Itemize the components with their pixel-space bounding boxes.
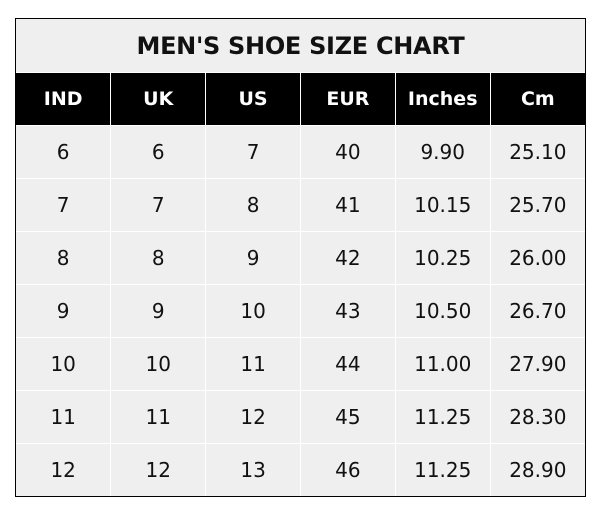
- cell-inches: 11.25: [394, 390, 491, 444]
- table-row: 10 10 11 44 11.00 27.90: [16, 337, 585, 391]
- column-header-uk: UK: [110, 73, 206, 126]
- table-row: 11 11 12 45 11.25 28.30: [16, 390, 585, 444]
- cell-us: 13: [205, 443, 301, 496]
- cell-uk: 8: [110, 231, 206, 285]
- table-row: 6 6 7 40 9.90 25.10: [16, 125, 585, 179]
- header-row: IND UK US EUR Inches Cm: [16, 73, 585, 126]
- cell-us: 8: [205, 178, 301, 232]
- table-row: 7 7 8 41 10.15 25.70: [16, 178, 585, 232]
- cell-eur: 42: [299, 231, 396, 285]
- cell-eur: 44: [299, 337, 396, 391]
- cell-inches: 11.25: [394, 443, 491, 496]
- cell-uk: 10: [110, 337, 206, 391]
- cell-us: 10: [205, 284, 301, 338]
- cell-ind: 10: [16, 337, 111, 391]
- column-header-cm: Cm: [489, 73, 585, 126]
- cell-cm: 26.70: [489, 284, 585, 338]
- table-row: 12 12 13 46 11.25 28.90: [16, 443, 585, 496]
- cell-us: 11: [205, 337, 301, 391]
- chart-title: MEN'S SHOE SIZE CHART: [16, 19, 585, 73]
- cell-eur: 41: [299, 178, 396, 232]
- cell-ind: 8: [16, 231, 111, 285]
- cell-uk: 12: [110, 443, 206, 496]
- cell-cm: 28.90: [489, 443, 585, 496]
- column-header-eur: EUR: [299, 73, 396, 126]
- column-header-us: US: [205, 73, 301, 126]
- size-table: IND UK US EUR Inches Cm 6 6 7 40 9.90 25.10 7 7 8 41 10…: [16, 73, 585, 496]
- table-row: 8 8 9 42 10.25 26.00: [16, 231, 585, 285]
- cell-ind: 6: [16, 125, 111, 179]
- cell-us: 12: [205, 390, 301, 444]
- cell-uk: 11: [110, 390, 206, 444]
- cell-ind: 9: [16, 284, 111, 338]
- cell-ind: 7: [16, 178, 111, 232]
- column-header-ind: IND: [16, 73, 111, 126]
- cell-inches: 10.50: [394, 284, 491, 338]
- cell-cm: 25.70: [489, 178, 585, 232]
- cell-eur: 43: [299, 284, 396, 338]
- cell-inches: 9.90: [394, 125, 491, 179]
- cell-uk: 6: [110, 125, 206, 179]
- cell-cm: 28.30: [489, 390, 585, 444]
- cell-cm: 27.90: [489, 337, 585, 391]
- column-header-inches: Inches: [394, 73, 491, 126]
- cell-ind: 12: [16, 443, 111, 496]
- cell-us: 7: [205, 125, 301, 179]
- cell-uk: 9: [110, 284, 206, 338]
- cell-eur: 45: [299, 390, 396, 444]
- cell-cm: 25.10: [489, 125, 585, 179]
- cell-eur: 46: [299, 443, 396, 496]
- cell-inches: 11.00: [394, 337, 491, 391]
- cell-uk: 7: [110, 178, 206, 232]
- cell-us: 9: [205, 231, 301, 285]
- table-row: 9 9 10 43 10.50 26.70: [16, 284, 585, 338]
- cell-cm: 26.00: [489, 231, 585, 285]
- cell-ind: 11: [16, 390, 111, 444]
- cell-eur: 40: [299, 125, 396, 179]
- cell-inches: 10.15: [394, 178, 491, 232]
- size-chart: MEN'S SHOE SIZE CHART IND UK US EUR Inches Cm…: [15, 18, 586, 497]
- cell-inches: 10.25: [394, 231, 491, 285]
